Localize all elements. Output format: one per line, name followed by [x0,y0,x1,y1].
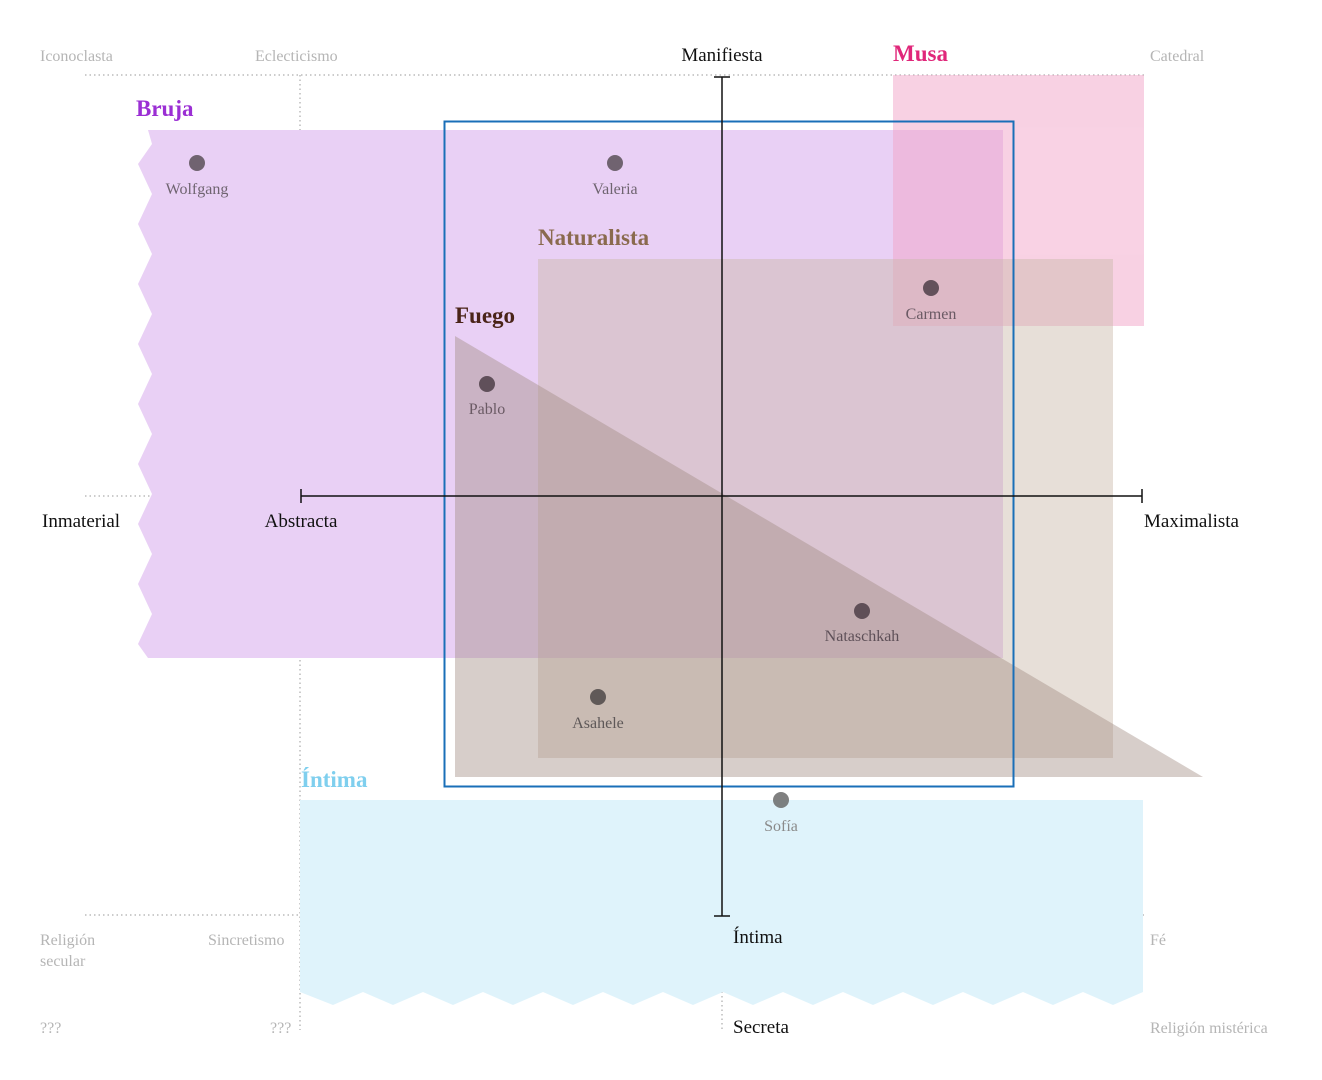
corner-label-fe: Fé [1150,932,1166,949]
point-label: Carmen [906,306,957,323]
point-nataschkah: Nataschkah [825,603,900,645]
axis-label-inmaterial: Inmaterial [42,511,120,532]
corner-label-unknown-inner: ??? [270,1020,291,1037]
corner-label-religion-secular-1: Religión [40,932,95,949]
axis-label-maximalista: Maximalista [1144,511,1240,532]
fuego-region [455,336,1203,777]
axis-label-secreta: Secreta [733,1017,789,1038]
region-title-naturalista: Naturalista [538,225,650,250]
point-wolfgang: Wolfgang [166,155,229,198]
point-marker [773,792,789,808]
blue-frame [443,120,1015,788]
corner-label-religion-misterica: Religión mistérica [1150,1020,1268,1037]
point-valeria: Valeria [592,155,638,198]
corner-label-eclecticismo: Eclecticismo [255,48,338,65]
point-label: Asahele [572,715,624,732]
point-label: Valeria [592,181,637,198]
point-pablo: Pablo [469,376,505,418]
point-marker [854,603,870,619]
region-title-bruja: Bruja [136,96,194,121]
axis-label-abstracta: Abstracta [265,511,338,532]
corner-label-iconoclasta: Iconoclasta [40,48,113,65]
point-carmen: Carmen [906,280,957,323]
naturalista-region [538,259,1113,758]
corner-label-unknown-left: ??? [40,1020,61,1037]
point-marker [479,376,495,392]
bruja-region [138,130,1003,658]
corner-label-religion-secular-2: secular [40,953,86,970]
axis-label-intima: Íntima [733,926,783,948]
region-title-fuego: Fuego [455,303,515,328]
point-label: Wolfgang [166,181,229,198]
point-marker [590,689,606,705]
point-marker [607,155,623,171]
axis-label-manifiesta: Manifiesta [681,45,763,66]
region-title-musa: Musa [893,41,948,66]
corner-label-catedral: Catedral [1150,48,1205,65]
axes [300,76,1143,917]
point-label: Nataschkah [825,628,900,645]
corner-label-sincretismo: Sincretismo [208,932,284,949]
point-label: Sofía [764,818,798,835]
point-label: Pablo [469,401,505,418]
point-marker [923,280,939,296]
point-marker [189,155,205,171]
region-title-intima: Íntima [301,767,368,792]
point-asahele: Asahele [572,689,624,732]
point-sofia: Sofía [764,792,798,835]
